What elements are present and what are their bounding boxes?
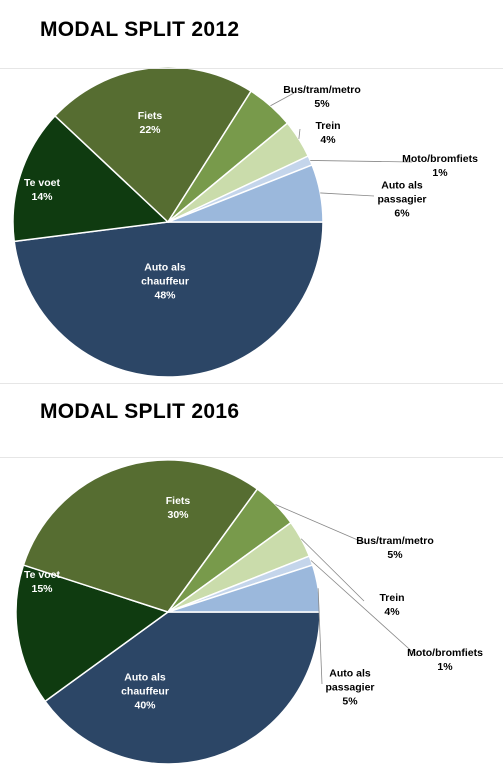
- category-label: Te voet: [24, 176, 60, 189]
- category-label: Bus/tram/metro: [356, 534, 434, 547]
- category-label: Te voet: [24, 568, 60, 581]
- value-label: 5%: [387, 549, 403, 561]
- category-label: Bus/tram/metro: [283, 83, 361, 96]
- category-label: Auto als passagier: [377, 179, 427, 206]
- pie-slice: [15, 564, 170, 703]
- value-label: 1%: [437, 661, 453, 673]
- leader-line: [310, 160, 413, 163]
- pie-slice: [12, 114, 170, 243]
- leader-line: [270, 92, 295, 107]
- value-label: 15%: [31, 583, 53, 595]
- category-label: Auto als passagier: [325, 667, 375, 694]
- slice-label: Bus/tram/metro 5%: [283, 83, 361, 111]
- slice-label: Moto/bromfiets 1%: [402, 152, 478, 180]
- separator: [0, 68, 503, 69]
- category-label: Moto/bromfiets: [407, 646, 483, 659]
- slice-label: Auto als chauffeur 40%: [112, 671, 178, 714]
- category-label: Fiets: [137, 109, 163, 122]
- value-label: 5%: [342, 696, 358, 709]
- value-label: 6%: [394, 208, 410, 221]
- leader-line: [320, 192, 375, 197]
- slice-label: Fiets 22%: [138, 109, 163, 137]
- slice-label: Trein 4%: [379, 591, 404, 619]
- leader-line: [300, 538, 365, 602]
- value-label: 22%: [139, 124, 161, 136]
- category-label: Fiets: [165, 494, 191, 507]
- leader-line: [310, 560, 418, 657]
- category-label: Moto/bromfiets: [402, 152, 478, 165]
- leader-line: [317, 588, 323, 685]
- value-label: 4%: [384, 606, 400, 618]
- slice-label: Auto als chauffeur 48%: [132, 261, 198, 304]
- slice-label: Te voet 15%: [24, 568, 60, 596]
- pie-slice: [167, 163, 324, 223]
- value-label: 48%: [154, 290, 176, 303]
- pie-slice: [13, 221, 324, 378]
- value-label: 4%: [320, 134, 336, 146]
- leader-line: [275, 504, 368, 545]
- slice-label: Auto als passagier 6%: [369, 179, 435, 222]
- slice-label: Moto/bromfiets 1%: [407, 646, 483, 674]
- value-label: 40%: [134, 700, 156, 713]
- value-label: 1%: [432, 167, 448, 179]
- slice-label: Auto als passagier 5%: [317, 667, 383, 710]
- pie-slice: [22, 459, 259, 613]
- category-label: Trein: [315, 119, 341, 132]
- category-label: Trein: [379, 591, 405, 604]
- leader-line: [298, 128, 301, 139]
- separator: [0, 457, 503, 458]
- slice-label: Bus/tram/metro 5%: [356, 534, 434, 562]
- slice-label: Te voet 14%: [24, 176, 60, 204]
- separator: [0, 383, 503, 384]
- chart-title: MODAL SPLIT 2012: [40, 18, 240, 41]
- slice-label: Trein 4%: [315, 119, 340, 147]
- category-label: Auto als chauffeur: [121, 671, 169, 698]
- value-label: 14%: [31, 191, 53, 203]
- chart-title: MODAL SPLIT 2016: [40, 400, 240, 423]
- category-label: Auto als chauffeur: [141, 261, 189, 288]
- pie-slice: [43, 611, 321, 765]
- slice-label: Fiets 30%: [166, 494, 191, 522]
- value-label: 30%: [167, 509, 189, 521]
- value-label: 5%: [314, 98, 330, 110]
